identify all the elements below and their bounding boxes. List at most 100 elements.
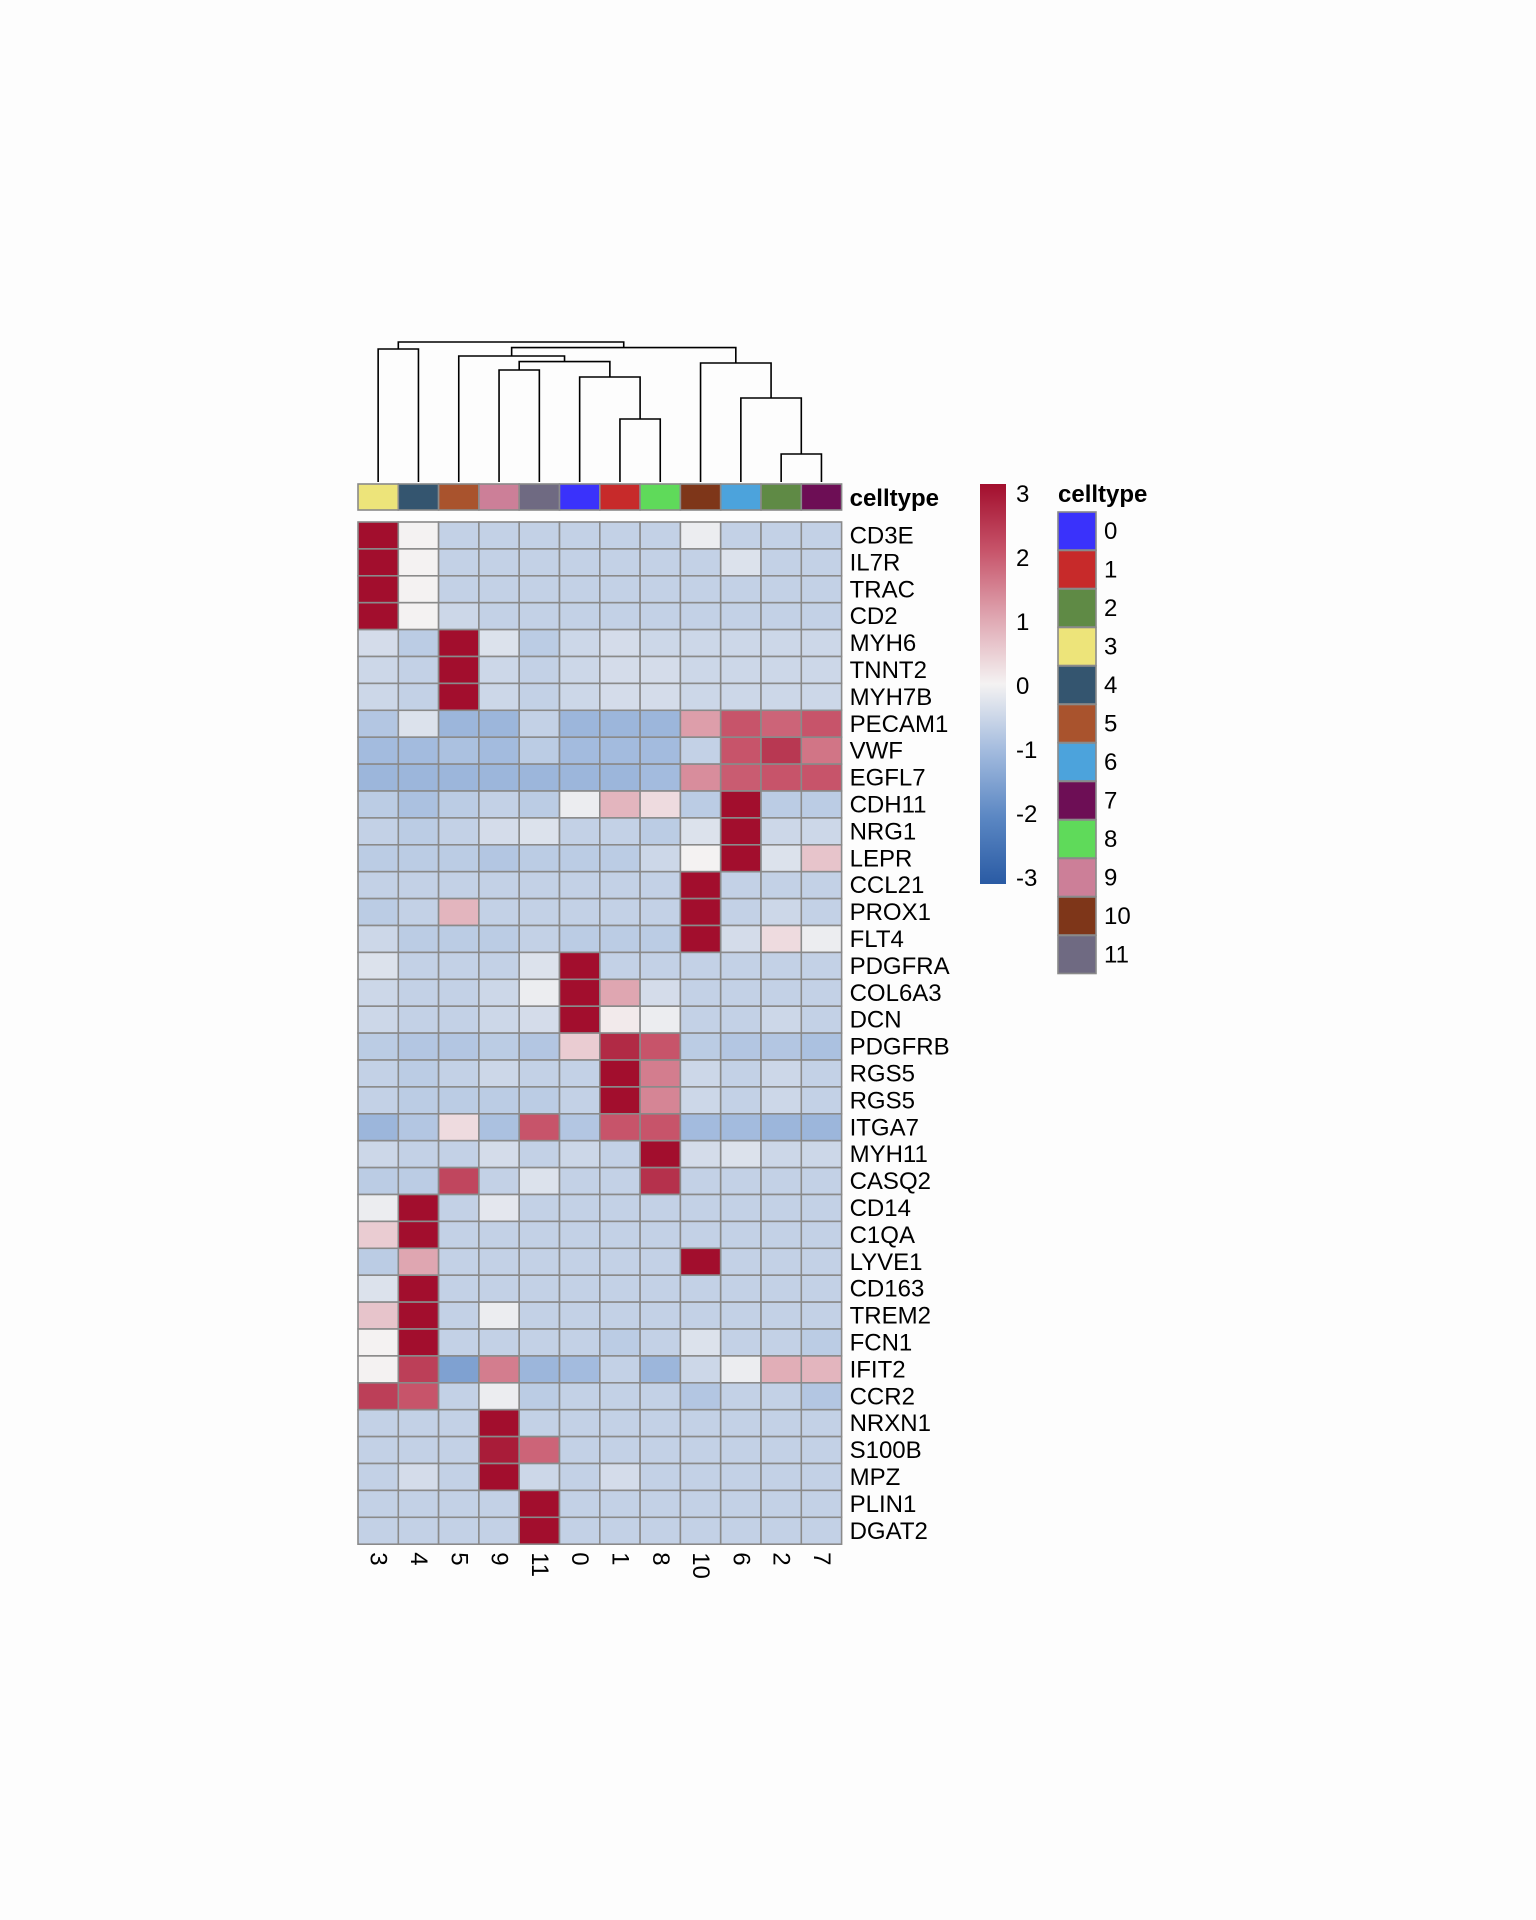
heatmap-cell xyxy=(679,1462,722,1492)
heatmap-cell xyxy=(679,1489,722,1519)
heatmap-cell xyxy=(760,1274,803,1303)
heatmap-cell xyxy=(357,924,400,954)
heatmap-cell xyxy=(357,628,400,658)
heatmap-cell xyxy=(639,1247,682,1277)
heatmap-cell xyxy=(760,1166,803,1196)
heatmap-cell xyxy=(357,1328,400,1357)
heatmap-cell xyxy=(357,1139,400,1169)
heatmap-cell xyxy=(518,1220,561,1250)
annotation-cell xyxy=(800,483,843,511)
heatmap-cell xyxy=(679,1220,722,1250)
heatmap-cell xyxy=(397,709,440,738)
heatmap-cell xyxy=(357,1462,400,1492)
heatmap-cell xyxy=(357,655,400,685)
column-label: 7 xyxy=(808,1552,835,1565)
heatmap-cell xyxy=(518,1059,561,1088)
heatmap-cell xyxy=(558,521,601,550)
heatmap-cell xyxy=(357,1086,400,1115)
heatmap-cells xyxy=(357,521,843,1546)
heatmap-cell xyxy=(760,843,803,873)
heatmap-cell xyxy=(558,817,601,846)
heatmap-cell xyxy=(518,1408,561,1438)
heatmap-cell xyxy=(639,628,682,658)
heatmap-cell xyxy=(800,736,843,765)
heatmap-cell xyxy=(800,1086,843,1115)
heatmap-cell xyxy=(760,1516,803,1546)
heatmap-cell xyxy=(518,601,561,631)
dendrogram-branch xyxy=(397,341,625,349)
heatmap-cell xyxy=(639,1462,682,1492)
heatmap-cell xyxy=(800,628,843,658)
heatmap-cell xyxy=(719,1139,762,1169)
heatmap-cell xyxy=(518,1489,561,1519)
heatmap-cell xyxy=(719,1247,762,1277)
heatmap-cell xyxy=(357,763,400,792)
row-label: TNNT2 xyxy=(850,657,927,684)
heatmap-cell xyxy=(437,655,480,685)
legend-label: 6 xyxy=(1104,749,1117,776)
row-label: IFIT2 xyxy=(850,1356,906,1383)
heatmap-cell xyxy=(679,1328,722,1357)
heatmap-cell xyxy=(518,1032,561,1061)
heatmap-cell xyxy=(719,1005,762,1034)
heatmap-cell xyxy=(397,1274,440,1303)
heatmap-cell xyxy=(598,1166,641,1196)
heatmap-cell xyxy=(679,521,722,550)
heatmap-cell xyxy=(478,817,520,846)
heatmap-cell xyxy=(437,1462,480,1492)
dendrogram-branch xyxy=(377,348,420,482)
heatmap-cell xyxy=(518,1193,561,1223)
heatmap-cell xyxy=(397,1355,440,1384)
heatmap-cell xyxy=(357,709,400,738)
heatmap-cell xyxy=(760,1247,803,1277)
annotation-cell xyxy=(397,483,440,511)
heatmap-cell xyxy=(760,763,803,792)
heatmap-cell xyxy=(760,1032,803,1061)
row-label: VWF xyxy=(850,738,903,765)
row-label: NRXN1 xyxy=(850,1410,931,1437)
heatmap-cell xyxy=(558,1032,601,1061)
heatmap-cell xyxy=(397,521,440,550)
heatmap-cell xyxy=(760,817,803,846)
column-label: 4 xyxy=(405,1552,432,1565)
heatmap-cell xyxy=(598,763,641,792)
heatmap-cell xyxy=(478,951,520,981)
heatmap-cell xyxy=(760,1139,803,1169)
color-scale-tick: -3 xyxy=(1016,865,1037,892)
heatmap-cell xyxy=(800,1408,843,1438)
heatmap-cell xyxy=(397,1382,440,1411)
dendrogram-branch xyxy=(619,418,662,482)
heatmap-cell xyxy=(679,897,722,927)
heatmap-cell xyxy=(679,763,722,792)
heatmap-cell xyxy=(478,1005,520,1034)
row-label: ITGA7 xyxy=(850,1114,919,1141)
heatmap-cell xyxy=(760,1086,803,1115)
heatmap-cell xyxy=(357,870,400,900)
legend-swatch xyxy=(1057,934,1097,975)
heatmap-cell xyxy=(800,1247,843,1277)
heatmap-cell xyxy=(397,1139,440,1169)
heatmap-cell xyxy=(760,628,803,658)
heatmap-cell xyxy=(719,1193,762,1223)
heatmap-cell xyxy=(639,682,682,712)
heatmap-cell xyxy=(518,951,561,981)
heatmap-cell xyxy=(357,1274,400,1303)
heatmap-cell xyxy=(397,548,440,577)
heatmap-cell xyxy=(437,897,480,927)
heatmap-cell xyxy=(598,897,641,927)
color-scale-tick: 3 xyxy=(1016,481,1029,508)
heatmap-cell xyxy=(558,924,601,954)
heatmap-cell xyxy=(598,1220,641,1250)
heatmap-cell xyxy=(679,655,722,685)
column-label: 6 xyxy=(727,1552,754,1565)
heatmap-cell xyxy=(478,628,520,658)
heatmap-cell xyxy=(719,790,762,819)
heatmap-cell xyxy=(679,1355,722,1384)
heatmap-cell xyxy=(639,1086,682,1115)
heatmap-cell xyxy=(598,548,641,577)
heatmap-cell xyxy=(679,1382,722,1411)
heatmap-cell xyxy=(357,1247,400,1277)
heatmap-cell xyxy=(558,1193,601,1223)
legend-label: 2 xyxy=(1104,595,1117,622)
heatmap-cell xyxy=(639,1166,682,1196)
